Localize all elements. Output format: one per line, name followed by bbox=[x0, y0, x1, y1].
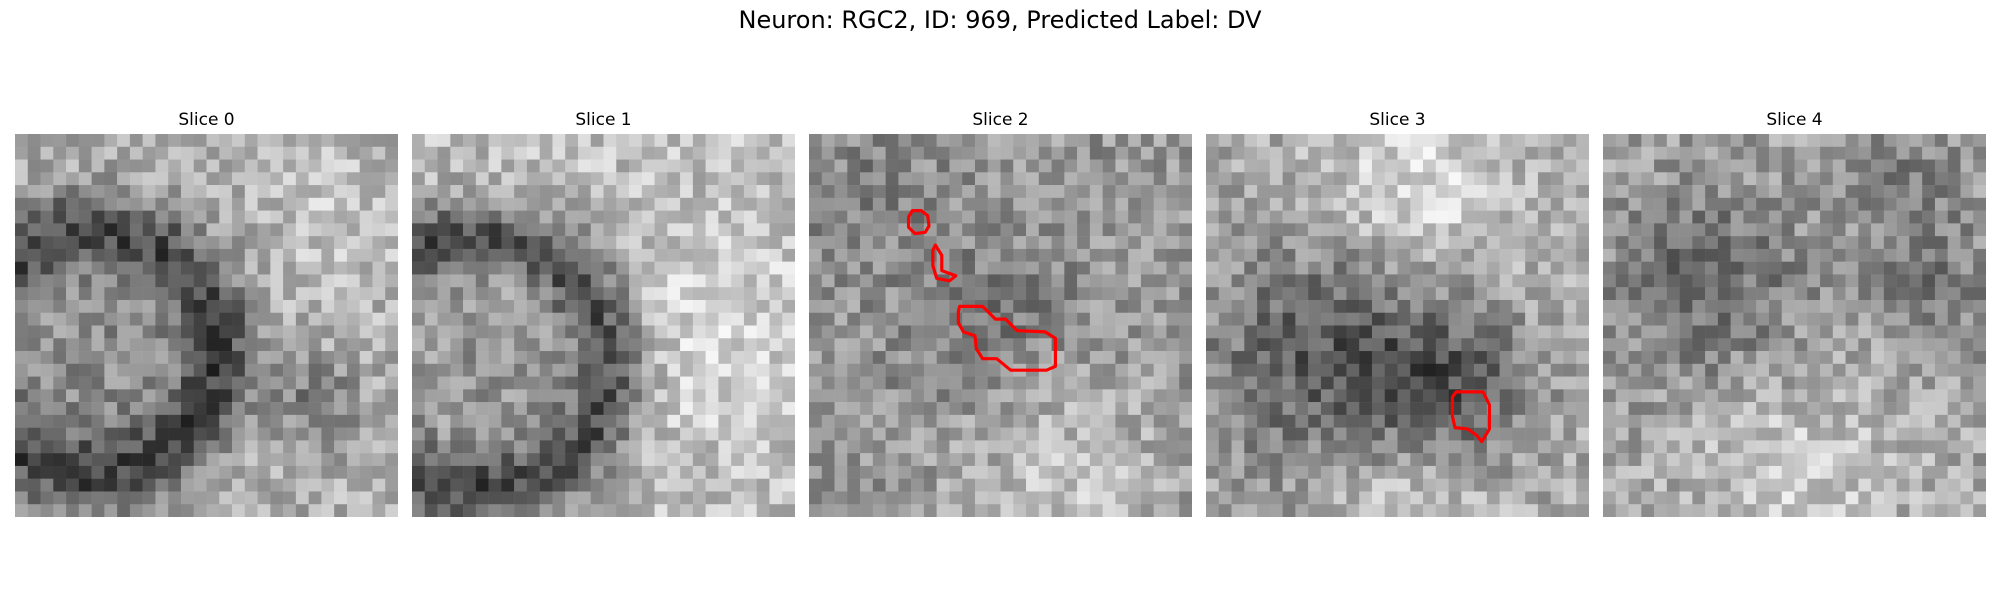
micrograph-slice-1 bbox=[412, 134, 795, 517]
micrograph-slice-2 bbox=[809, 134, 1192, 517]
slice-panel-2: Slice 2 bbox=[809, 108, 1192, 517]
slice-title: Slice 4 bbox=[1766, 110, 1823, 130]
slice-title: Slice 3 bbox=[1369, 110, 1426, 130]
micrograph-slice-0 bbox=[15, 134, 398, 517]
segmentation-contour bbox=[1450, 390, 1492, 444]
slice-title: Slice 1 bbox=[575, 110, 632, 130]
slice-title: Slice 0 bbox=[178, 110, 235, 130]
slice-panel-4: Slice 4 bbox=[1603, 108, 1986, 517]
segmentation-contour bbox=[906, 209, 931, 236]
slice-panel-1: Slice 1 bbox=[412, 108, 795, 517]
segmentation-contour bbox=[931, 243, 958, 283]
segmentation-contour bbox=[956, 304, 1057, 372]
slice-panel-3: Slice 3 bbox=[1206, 108, 1589, 517]
slice-title: Slice 2 bbox=[972, 110, 1029, 130]
micrograph-slice-3 bbox=[1206, 134, 1589, 517]
slice-panel-0: Slice 0 bbox=[15, 108, 398, 517]
figure-title: Neuron: RGC2, ID: 969, Predicted Label: … bbox=[738, 6, 1262, 34]
micrograph-slice-4 bbox=[1603, 134, 1986, 517]
